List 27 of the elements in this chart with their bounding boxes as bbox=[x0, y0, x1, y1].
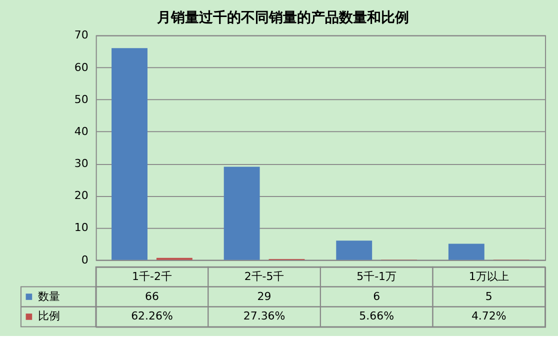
y-tick-label: 70 bbox=[74, 28, 88, 42]
y-tick-label: 10 bbox=[74, 221, 88, 234]
legend-label: 比例 bbox=[38, 310, 60, 323]
x-tick-label: 1千-2千 bbox=[132, 270, 172, 283]
data-label: 4.72% bbox=[471, 310, 506, 323]
chart-title: 月销量过千的不同销量的产品数量和比例 bbox=[156, 8, 409, 26]
y-tick-label: 20 bbox=[74, 189, 88, 202]
y-tick-label: 0 bbox=[81, 253, 88, 266]
x-tick-label: 2千-5千 bbox=[244, 270, 284, 283]
y-tick-label: 60 bbox=[74, 60, 88, 74]
x-tick-label: 1万以上 bbox=[468, 270, 509, 283]
data-label: 5.66% bbox=[359, 310, 394, 323]
data-label: 62.26% bbox=[131, 310, 173, 323]
data-label: 29 bbox=[257, 290, 272, 303]
data-label: 66 bbox=[144, 290, 159, 303]
data-label: 5 bbox=[485, 290, 492, 303]
y-tick-label: 30 bbox=[74, 157, 88, 170]
x-tick-label: 5千-1万 bbox=[356, 270, 397, 283]
y-tick-label: 40 bbox=[74, 124, 88, 138]
bar bbox=[224, 166, 260, 260]
legend-label: 数量 bbox=[38, 290, 60, 303]
data-label: 27.36% bbox=[243, 310, 286, 323]
y-tick-label: 50 bbox=[74, 92, 88, 106]
bar bbox=[448, 244, 484, 260]
bar bbox=[336, 240, 372, 260]
data-label: 6 bbox=[373, 290, 380, 303]
bar bbox=[112, 48, 148, 260]
